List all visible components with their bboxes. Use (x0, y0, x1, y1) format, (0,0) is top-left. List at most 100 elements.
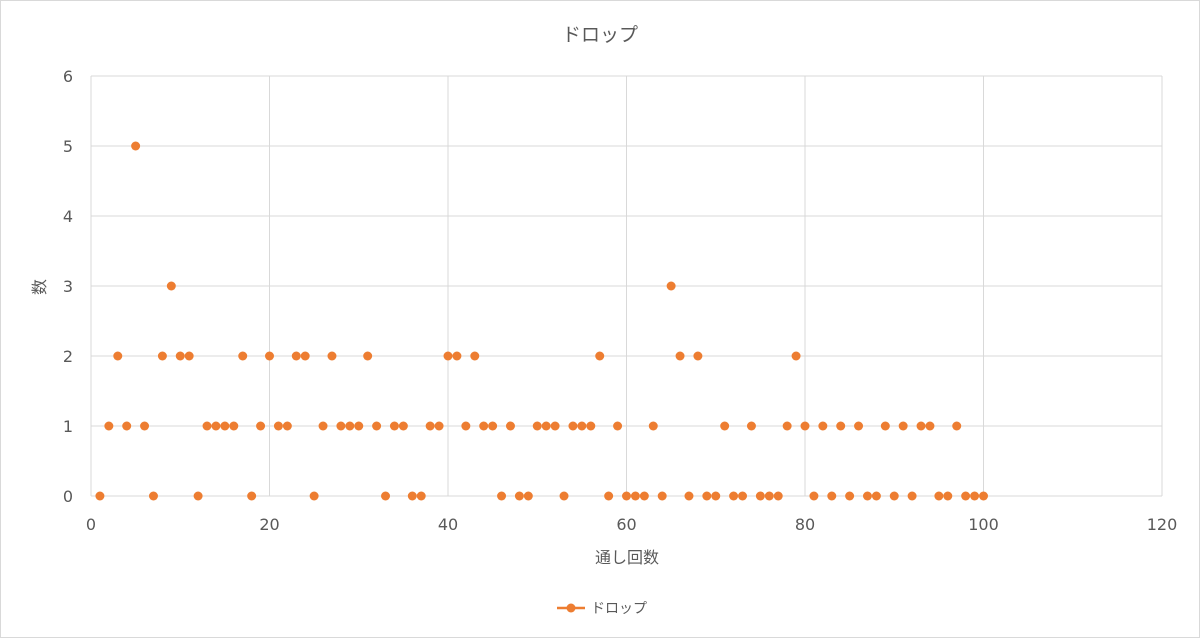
data-point (497, 491, 507, 501)
data-points (95, 141, 988, 501)
y-tick-label: 5 (63, 137, 73, 156)
data-point (577, 421, 587, 431)
data-point (907, 491, 917, 501)
data-point (434, 421, 444, 431)
data-point (845, 491, 855, 501)
data-point (327, 351, 337, 361)
data-point (166, 281, 176, 291)
x-tick-label: 0 (86, 515, 96, 534)
data-point (880, 421, 890, 431)
y-tick-label: 4 (63, 207, 73, 226)
data-point (363, 351, 373, 361)
data-point (461, 421, 471, 431)
data-point (925, 421, 935, 431)
data-point (746, 421, 756, 431)
data-point (300, 351, 310, 361)
legend-marker-icon (566, 603, 576, 613)
data-point (175, 351, 185, 361)
data-point (782, 421, 792, 431)
data-point (452, 351, 462, 361)
data-point (871, 491, 881, 501)
data-point (407, 491, 417, 501)
data-point (550, 421, 560, 431)
y-tick-label: 1 (63, 417, 73, 436)
data-point (568, 421, 578, 431)
data-point (595, 351, 605, 361)
data-point (309, 491, 319, 501)
y-tick-label: 2 (63, 347, 73, 366)
data-point (720, 421, 730, 431)
data-point (818, 421, 828, 431)
data-point (934, 491, 944, 501)
gridlines (90, 75, 1163, 497)
data-point (675, 351, 685, 361)
y-tick-label: 6 (63, 67, 73, 86)
data-point (372, 421, 382, 431)
data-point (389, 421, 399, 431)
data-point (916, 421, 926, 431)
x-tick-label: 100 (968, 515, 999, 534)
data-point (809, 491, 819, 501)
data-point (443, 351, 453, 361)
data-point (505, 421, 515, 431)
data-point (532, 421, 542, 431)
chart-title: ドロップ (562, 24, 638, 46)
data-point (827, 491, 837, 501)
data-point (961, 491, 971, 501)
data-point (738, 491, 748, 501)
x-tick-label: 80 (795, 515, 815, 534)
data-point (622, 491, 631, 501)
x-tick-label: 120 (1147, 515, 1178, 534)
data-point (425, 421, 435, 431)
data-point (104, 421, 114, 431)
data-point (755, 491, 765, 501)
data-point (131, 141, 141, 151)
data-point (95, 491, 105, 501)
x-axis-title: 通し回数 (595, 548, 659, 567)
data-point (693, 351, 703, 361)
x-tick-label: 20 (259, 515, 279, 534)
data-point (791, 351, 801, 361)
data-point (113, 351, 123, 361)
y-tick-label: 0 (63, 487, 73, 506)
data-point (648, 421, 658, 431)
data-point (354, 421, 364, 431)
data-point (523, 491, 533, 501)
data-point (470, 351, 480, 361)
data-point (416, 491, 426, 501)
data-point (229, 421, 239, 431)
data-point (479, 421, 489, 431)
data-point (140, 421, 150, 431)
y-tick-label: 3 (63, 277, 73, 296)
y-axis-ticks: 0 1 2 3 4 5 6 (63, 67, 73, 506)
data-point (702, 491, 712, 501)
data-point (381, 491, 391, 501)
data-point (559, 491, 569, 501)
data-point (943, 491, 953, 501)
data-point (657, 491, 667, 501)
x-tick-label: 60 (616, 515, 636, 534)
data-point (336, 421, 346, 431)
data-point (273, 421, 283, 431)
data-point (541, 421, 551, 431)
data-point (318, 421, 328, 431)
data-point (282, 421, 292, 431)
data-point (148, 491, 158, 501)
data-point (639, 491, 649, 501)
data-point (238, 351, 248, 361)
data-point (604, 491, 614, 501)
data-point (398, 421, 408, 431)
data-point (202, 421, 212, 431)
data-point (488, 421, 498, 431)
data-point (800, 421, 810, 431)
legend-label: ドロップ (591, 601, 647, 617)
data-point (345, 421, 355, 431)
data-point (514, 491, 524, 501)
data-point (898, 421, 908, 431)
data-point (729, 491, 739, 501)
data-point (666, 281, 676, 291)
data-point (684, 491, 694, 501)
data-point (889, 491, 899, 501)
